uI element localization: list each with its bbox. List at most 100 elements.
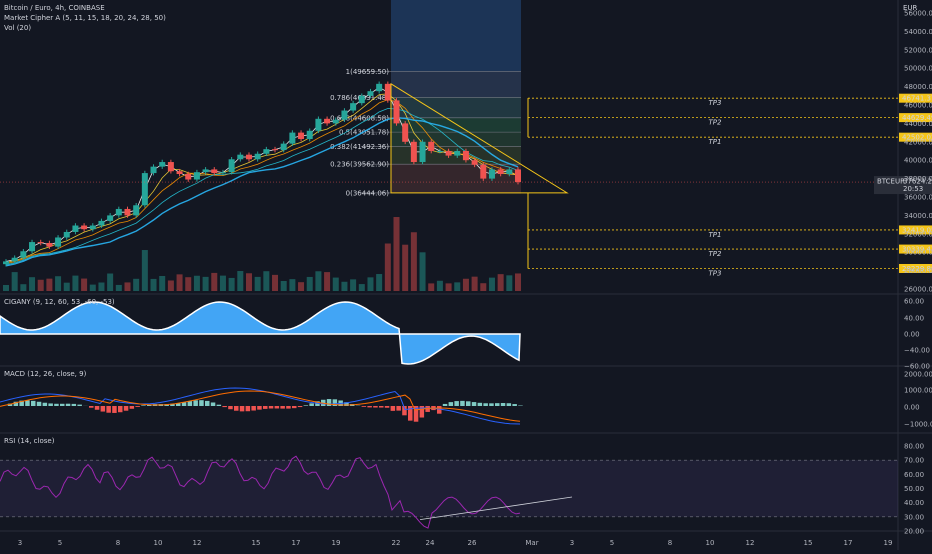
candle-body	[237, 155, 243, 160]
candle-body	[446, 151, 452, 156]
candle-body	[263, 149, 269, 154]
time-tick-label: 8	[668, 539, 672, 547]
candle-body	[480, 165, 486, 179]
candle-body	[402, 123, 408, 141]
volume-bar	[385, 244, 391, 291]
price-tick-label: 48000.00	[904, 83, 932, 91]
macd-histogram-bar	[443, 404, 448, 406]
candle-body	[72, 226, 78, 232]
time-tick-label: 15	[252, 539, 261, 547]
volume-bar	[98, 282, 104, 291]
macd-histogram-bar	[472, 402, 477, 406]
macd-histogram-bar	[512, 404, 517, 406]
cigany-title[interactable]: CIGANY (9, 12, 60, 53, -60, -53)	[4, 298, 115, 306]
candle-body	[385, 84, 391, 101]
volume-bar	[211, 273, 217, 291]
time-tick-label: 19	[332, 539, 341, 547]
candle-body	[159, 162, 165, 167]
price-tick-label: 40000.00	[904, 157, 932, 165]
macd-histogram-bar	[240, 406, 245, 411]
price-tick-label: 36000.00	[904, 194, 932, 202]
cigany-tick-label: 40.00	[904, 315, 924, 323]
price-tick-label: 26000.00	[904, 286, 932, 294]
candle-body	[116, 209, 122, 215]
volume-bar	[194, 276, 200, 291]
candle-body	[246, 155, 252, 160]
time-tick-label: 17	[292, 539, 301, 547]
volume-bar	[315, 271, 321, 291]
candle-body	[177, 171, 183, 174]
candle-body	[142, 173, 148, 205]
macd-histogram-bar	[135, 406, 140, 407]
volume-bar	[324, 272, 330, 291]
volume-bar	[81, 279, 87, 291]
volume-bar	[376, 274, 382, 291]
macd-histogram-bar	[234, 406, 239, 411]
target-label: TP1	[709, 138, 722, 146]
macd-histogram-bar	[454, 401, 459, 406]
indicator-legend-cipher[interactable]: Market Cipher A (5, 11, 15, 18, 20, 24, …	[4, 14, 166, 22]
volume-bar	[246, 273, 252, 291]
volume-bar	[489, 278, 495, 291]
volume-bar	[90, 285, 96, 291]
volume-bar	[237, 271, 243, 291]
time-tick-label: 26	[468, 539, 477, 547]
time-tick-label: 10	[706, 539, 715, 547]
candle-body	[20, 251, 26, 257]
volume-bar	[64, 283, 70, 291]
macd-histogram-bar	[124, 406, 129, 411]
fib-band	[391, 71, 521, 97]
price-tick-label: 32000.00	[904, 230, 932, 238]
price-tick-label: 52000.00	[904, 46, 932, 54]
macd-histogram-bar	[466, 401, 471, 406]
symbol-title[interactable]: Bitcoin / Euro, 4h, COINBASE	[4, 4, 105, 12]
volume-bar	[55, 276, 61, 291]
indicator-legend-vol[interactable]: Vol (20)	[4, 24, 31, 32]
volume-bar	[46, 279, 52, 291]
macd-histogram-bar	[246, 406, 251, 411]
macd-title[interactable]: MACD (12, 26, close, 9)	[4, 370, 86, 378]
macd-histogram-bar	[309, 403, 314, 406]
rsi-tick-label: 50.00	[904, 485, 924, 493]
candle-body	[472, 160, 478, 165]
candle-body	[38, 242, 44, 243]
macd-histogram-bar	[489, 403, 494, 406]
macd-histogram-bar	[280, 406, 285, 409]
rsi-tick-label: 80.00	[904, 443, 924, 451]
macd-histogram-bar	[379, 406, 384, 408]
price-tick-label: 50000.00	[904, 65, 932, 73]
candle-body	[411, 142, 417, 162]
rsi-tick-label: 40.00	[904, 499, 924, 507]
candle-body	[394, 100, 400, 123]
price-tick-label: 46000.00	[904, 102, 932, 110]
macd-histogram-bar	[396, 406, 401, 411]
volume-bar	[437, 281, 443, 291]
macd-histogram-bar	[304, 405, 309, 406]
rsi-title[interactable]: RSI (14, close)	[4, 437, 54, 445]
macd-histogram-bar	[251, 406, 256, 411]
volume-bar	[359, 284, 365, 291]
price-tick-label: 54000.00	[904, 28, 932, 36]
time-tick-label: 15	[804, 539, 813, 547]
macd-histogram-bar	[199, 400, 204, 406]
volume-bar	[463, 279, 469, 291]
macd-tick-label: −1000.00	[904, 421, 932, 429]
fib-level-label: 0(36444.06)	[346, 189, 390, 197]
candle-body	[515, 169, 521, 182]
candle-body	[315, 119, 321, 131]
macd-histogram-bar	[385, 406, 390, 408]
volume-bar	[281, 281, 287, 291]
volume-bar	[177, 274, 183, 291]
candle-body	[107, 215, 113, 221]
candle-body	[454, 151, 460, 156]
macd-histogram-bar	[101, 406, 106, 412]
volume-bar	[411, 232, 417, 291]
candle-body	[12, 258, 18, 262]
macd-histogram-bar	[292, 406, 297, 408]
candle-body	[124, 209, 130, 215]
macd-histogram-bar	[228, 406, 233, 409]
price-tick-label: 38000.00	[904, 175, 932, 183]
volume-bar	[454, 282, 460, 291]
